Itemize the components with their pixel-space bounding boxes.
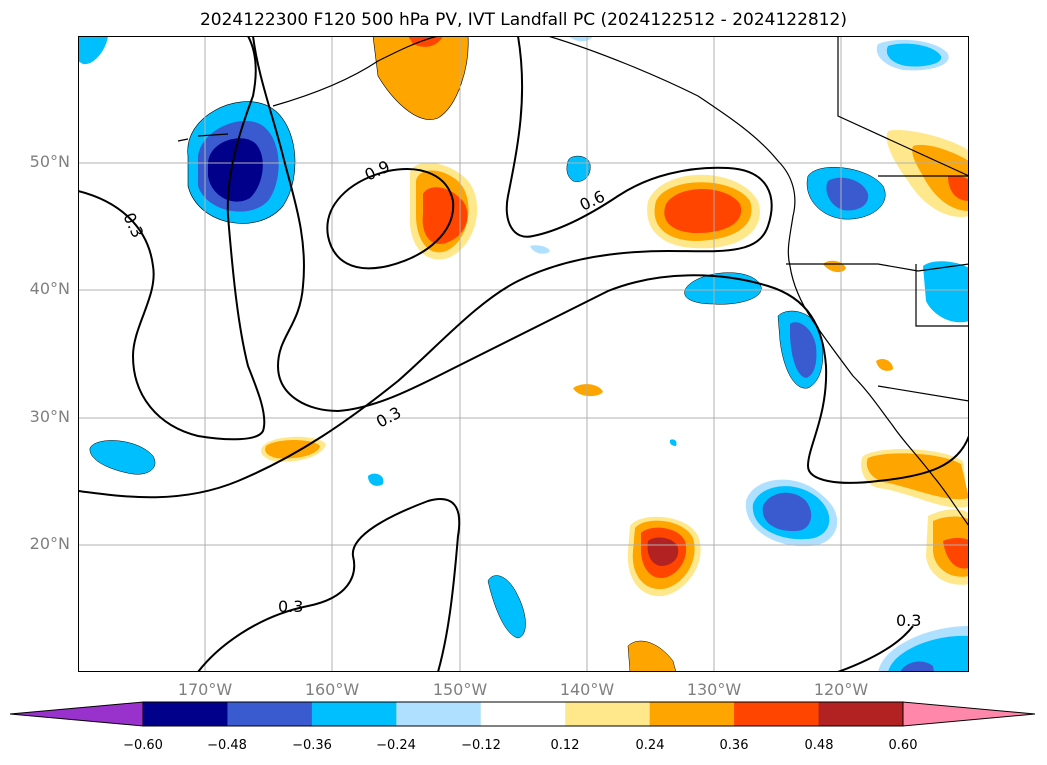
contour-label: 0.3	[278, 597, 303, 616]
colorbar-segment	[818, 702, 904, 726]
colorbar-segment	[480, 702, 566, 726]
colorbar-segment	[396, 702, 482, 726]
colorbar-tick: −0.60	[123, 738, 163, 753]
contour-label: 0.3	[896, 611, 921, 630]
pv-anomaly-shading	[78, 36, 969, 672]
colorbar-segment	[734, 702, 820, 726]
colorbar-tick: 0.12	[550, 738, 580, 753]
ivt-contours	[78, 36, 969, 672]
lon-label: 130°W	[686, 680, 742, 699]
colorbar-tick: 0.60	[888, 738, 918, 753]
colorbar-segment	[227, 702, 313, 726]
lat-label: 30°N	[29, 407, 70, 426]
colorbar-tick: 0.36	[719, 738, 749, 753]
colorbar-tick: −0.36	[292, 738, 332, 753]
colorbar-tick: 0.48	[804, 738, 834, 753]
lon-label: 140°W	[559, 680, 615, 699]
figure-title: 2024122300 F120 500 hPa PV, IVT Landfall…	[199, 10, 847, 30]
colorbar	[10, 701, 1036, 727]
colorbar-extend-low	[10, 701, 144, 727]
lat-label: 20°N	[29, 534, 70, 553]
map-panel: 0.9 0.6 0.3 0.3 0.3 0.3	[78, 36, 969, 672]
colorbar-tick: −0.24	[376, 738, 416, 753]
coastlines	[177, 36, 969, 527]
colorbar-segment	[143, 702, 228, 726]
colorbar-segment	[565, 702, 651, 726]
lat-label: 50°N	[29, 152, 70, 171]
lat-label: 40°N	[29, 279, 70, 298]
colorbar-segment	[649, 702, 735, 726]
lon-label: 170°W	[177, 680, 233, 699]
colorbar-tick: 0.24	[635, 738, 665, 753]
colorbar-segment	[311, 702, 397, 726]
colorbar-tick: −0.48	[207, 738, 247, 753]
colorbar-extend-high	[902, 701, 1036, 727]
lon-label: 160°W	[304, 680, 360, 699]
lon-label: 120°W	[813, 680, 869, 699]
colorbar-tick: −0.12	[461, 738, 501, 753]
lon-label: 150°W	[432, 680, 488, 699]
